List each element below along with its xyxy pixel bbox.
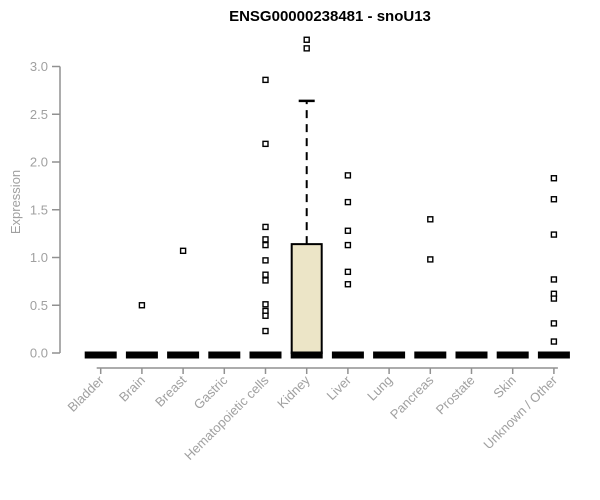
outlier-point	[262, 236, 269, 243]
outlier-point	[262, 241, 269, 249]
outlier-point	[344, 198, 352, 206]
outlier-point	[303, 45, 310, 52]
x-tick-label: Kidney	[274, 372, 313, 411]
outlier-point	[427, 256, 434, 263]
outlier-point	[550, 320, 558, 327]
outlier-point	[262, 76, 269, 84]
outlier-point	[262, 301, 269, 308]
outlier-point	[550, 276, 558, 283]
x-tick-label: Lung	[364, 373, 395, 404]
outlier-point	[262, 223, 269, 231]
median-bar	[84, 351, 117, 359]
median-bar	[249, 351, 282, 359]
outlier-point	[262, 312, 269, 319]
x-tick-label: Prostate	[433, 373, 478, 418]
median-bar	[125, 351, 158, 359]
outlier-point	[550, 231, 558, 238]
y-axis-title: Expression	[8, 169, 23, 235]
y-tick-label: 3.0	[30, 59, 48, 74]
outlier-point	[138, 302, 146, 309]
chart-title: ENSG00000238481 - snoU13	[229, 8, 431, 25]
outlier-point	[262, 257, 269, 264]
median-bar	[537, 351, 570, 359]
x-tick-label: Unknown / Other	[480, 372, 560, 452]
y-tick-label: 1.5	[30, 202, 48, 217]
y-tick-label: 2.5	[30, 107, 48, 122]
y-tick-label: 0.5	[30, 298, 48, 313]
outlier-point	[344, 172, 352, 179]
outlier-point	[550, 295, 558, 302]
outlier-point	[262, 327, 269, 335]
outlier-point	[550, 175, 558, 182]
outlier-point	[550, 338, 558, 345]
outlier-point	[344, 227, 352, 234]
outlier-point	[262, 271, 269, 278]
x-tick-label: Breast	[152, 372, 189, 409]
outlier-point	[344, 268, 352, 276]
outlier-point	[427, 216, 434, 223]
x-tick-label: Gastric	[191, 372, 231, 412]
median-bar	[167, 351, 200, 359]
x-tick-label: Bladder	[65, 372, 108, 415]
box-iqr	[290, 243, 323, 355]
y-tick-label: 2.0	[30, 155, 48, 170]
x-tick-label: Pancreas	[387, 372, 437, 422]
median-bar	[373, 351, 406, 359]
x-tick-label: Liver	[323, 372, 354, 403]
y-tick-label: 1.0	[30, 250, 48, 265]
median-bar	[331, 351, 364, 359]
median-bar	[290, 351, 323, 359]
median-bar	[455, 351, 488, 359]
median-bar	[414, 351, 447, 359]
x-tick-label: Skin	[490, 373, 518, 401]
outlier-point	[344, 281, 352, 288]
median-bar	[496, 351, 529, 359]
x-tick-label: Brain	[116, 373, 148, 405]
outlier-point	[179, 247, 187, 255]
outlier-point	[344, 241, 352, 249]
outlier-point	[303, 36, 310, 43]
median-bar	[208, 351, 241, 359]
outlier-point	[550, 196, 558, 203]
y-tick-label: 0.0	[30, 346, 48, 361]
outlier-point	[262, 140, 269, 148]
outlier-point	[262, 277, 269, 284]
